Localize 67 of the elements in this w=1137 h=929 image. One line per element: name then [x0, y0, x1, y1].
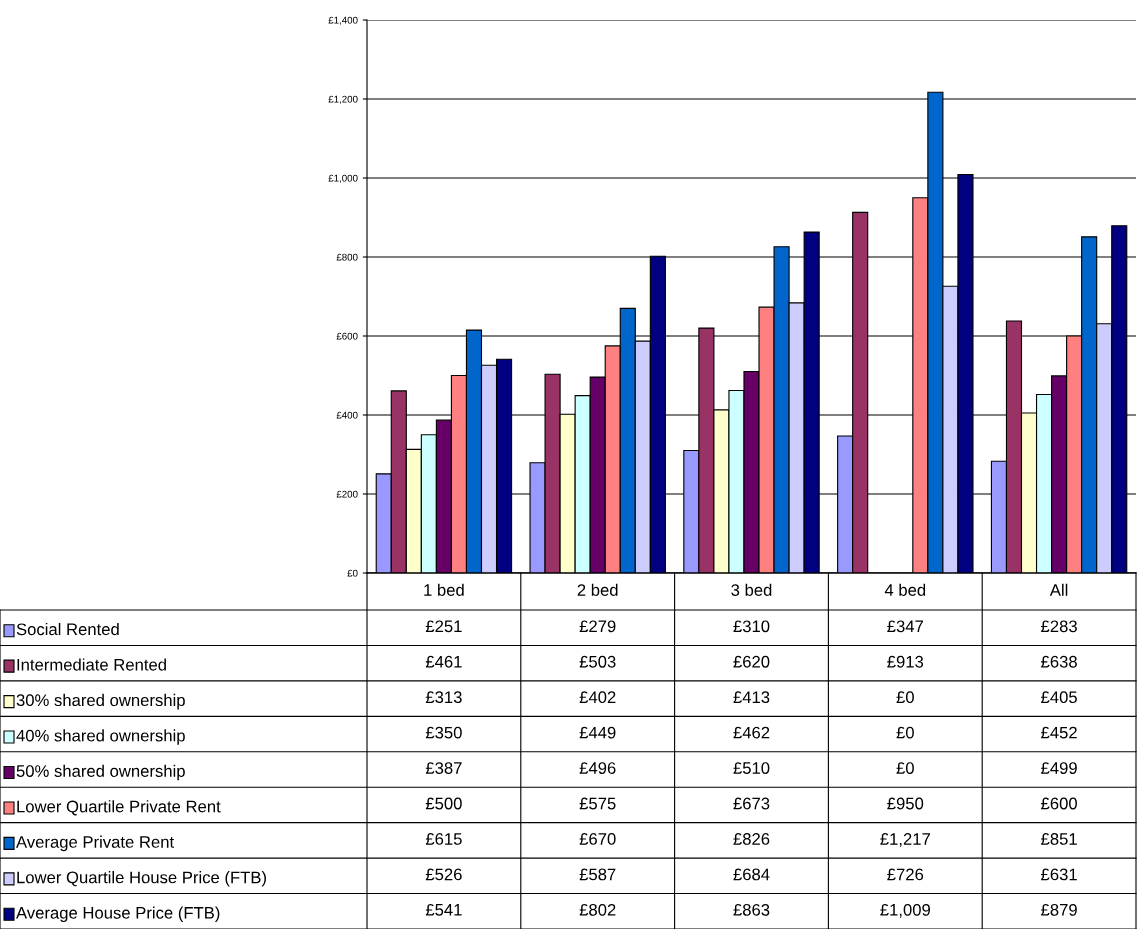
data-label: £500: [425, 797, 462, 810]
data-label: £620: [733, 655, 770, 668]
legend-label: 40% shared ownership: [16, 729, 185, 745]
data-label: £496: [579, 762, 616, 774]
data-label: £615: [425, 833, 462, 845]
legend-label: Average Private Rent: [16, 835, 174, 852]
data-label: £851: [1041, 833, 1077, 845]
data-label: £600: [1041, 797, 1077, 810]
y-tick-label: £1,400: [328, 16, 358, 25]
data-label: £499: [1041, 762, 1077, 774]
legend-label: Average House Price (FTB): [16, 906, 220, 923]
data-label: £802: [579, 903, 616, 916]
y-tick-label: £400: [336, 411, 358, 419]
data-label: £310: [733, 620, 770, 633]
data-label: £575: [579, 797, 616, 810]
data-label: £631: [1041, 868, 1077, 881]
x-tick-label: 1 bed: [424, 583, 464, 596]
y-tick-label: £600: [336, 332, 358, 340]
data-label: £670: [579, 833, 616, 845]
y-tick-label: £1,200: [328, 95, 358, 104]
data-label: £879: [1041, 903, 1077, 916]
data-label: £283: [1041, 620, 1077, 633]
data-label: £0: [896, 726, 914, 739]
data-label: £387: [425, 762, 462, 774]
data-label: £279: [579, 620, 616, 633]
data-label: £1,217: [880, 833, 930, 847]
data-label: £726: [887, 868, 924, 881]
data-label: £526: [425, 868, 462, 881]
data-label: £510: [733, 762, 770, 774]
y-tick-label: £800: [336, 253, 358, 261]
data-label: £684: [733, 868, 770, 881]
x-tick-label: 3 bed: [731, 583, 772, 596]
data-label: £350: [425, 726, 462, 739]
data-label: £462: [733, 726, 770, 739]
data-label: £461: [425, 655, 462, 668]
data-label: £449: [579, 726, 616, 739]
data-label: £913: [887, 655, 924, 668]
x-tick-label: 4 bed: [884, 583, 926, 596]
legend-label: Lower Quartile House Price (FTB): [17, 871, 266, 887]
data-label: £541: [425, 903, 462, 916]
data-label: £251: [425, 620, 462, 633]
data-label: £1,009: [880, 903, 930, 918]
data-label: £405: [1041, 691, 1077, 704]
data-label: £452: [1041, 726, 1077, 739]
data-label: £638: [1041, 655, 1077, 668]
data-label: £413: [733, 691, 770, 704]
x-tick-label: 2 bed: [577, 583, 618, 596]
legend-label: Social Rented: [16, 622, 119, 636]
data-label: £0: [896, 762, 914, 774]
y-tick-label: £0: [347, 569, 358, 577]
data-label: £347: [887, 620, 923, 633]
legend-label: Intermediate Rented: [17, 658, 166, 671]
data-label: £950: [887, 797, 924, 810]
x-tick-label: All: [1049, 583, 1068, 596]
legend-label: 30% shared ownership: [16, 693, 185, 710]
y-tick-label: £200: [336, 490, 358, 498]
data-label: £0: [896, 691, 914, 704]
legend-label: 50% shared ownership: [16, 764, 185, 781]
legend-label: Lower Quartile Private Rent: [17, 800, 221, 816]
data-label: £587: [579, 868, 616, 881]
y-tick-label: £1,000: [328, 174, 358, 183]
data-label: £673: [733, 797, 770, 810]
data-label: £402: [579, 691, 616, 704]
data-label: £863: [733, 903, 770, 916]
data-label: £313: [425, 691, 462, 704]
data-label: £503: [579, 655, 616, 668]
data-label: £826: [733, 833, 770, 845]
